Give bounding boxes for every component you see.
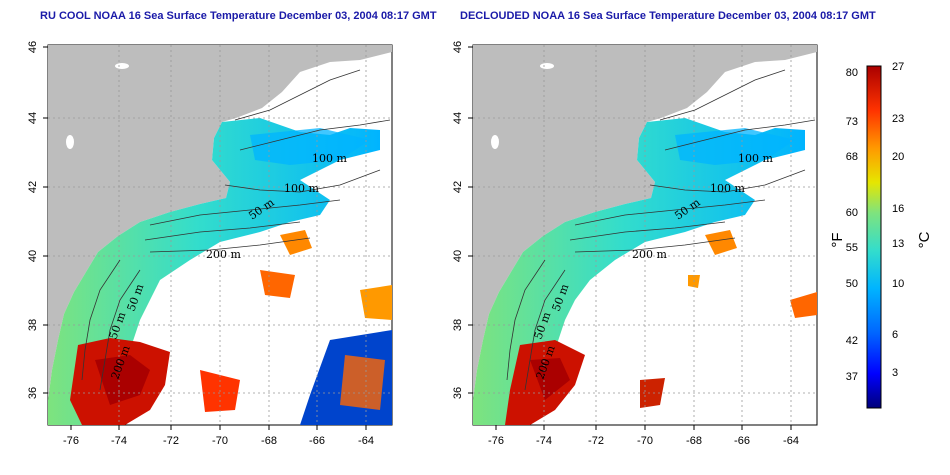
fahrenheit-tick-label: 73 xyxy=(846,116,858,128)
panel2-warm-patch xyxy=(705,230,737,255)
x-tick-label: -76 xyxy=(63,435,79,447)
x-tick-label: -74 xyxy=(111,435,127,447)
x-tick-label: -66 xyxy=(309,435,325,447)
panel2-map: 100 m 100 m 50 m 200 m 50 m 50 m 200 m -… xyxy=(452,41,818,447)
x-tick-label: -72 xyxy=(163,435,179,447)
panel2-warm-core xyxy=(530,358,570,400)
x-tick-label: -70 xyxy=(637,435,653,447)
colorbar-scale xyxy=(866,65,882,409)
y-tick-label: 40 xyxy=(27,250,39,262)
fahrenheit-tick-label: 68 xyxy=(846,151,858,163)
panel2-cool-water xyxy=(675,128,795,165)
celsius-tick-label: 23 xyxy=(892,113,904,125)
y-tick-label: 42 xyxy=(27,181,39,193)
y-tick-label: 36 xyxy=(452,387,464,399)
celsius-unit-label: °C xyxy=(916,231,933,248)
x-tick-label: -74 xyxy=(536,435,552,447)
x-tick-label: -68 xyxy=(686,435,702,447)
colorbar-ticks: 80 73 68 60 55 50 42 37 27 23 20 16 13 10 6 3 xyxy=(846,61,905,383)
panel2-axis-ticks: -76 -74 -72 -70 -68 -66 -64 46 44 42 40 38 36 xyxy=(452,41,799,447)
fahrenheit-tick-label: 37 xyxy=(846,371,858,383)
celsius-tick-label: 3 xyxy=(892,367,898,379)
y-tick-label: 36 xyxy=(27,387,39,399)
celsius-tick-label: 13 xyxy=(892,238,904,250)
fahrenheit-tick-label: 60 xyxy=(846,207,858,219)
panel2-shelf-water xyxy=(473,118,805,425)
x-tick-label: -72 xyxy=(588,435,604,447)
panel2-contour-label: 200 m xyxy=(632,248,667,261)
panel2-bathymetry xyxy=(506,69,816,391)
celsius-tick-label: 27 xyxy=(892,61,904,73)
panel2-title: DECLOUDED NOAA 16 Sea Surface Temperatur… xyxy=(460,10,876,22)
panel1-shelf-water xyxy=(48,118,380,425)
x-tick-label: -64 xyxy=(783,435,799,447)
panel1-lake xyxy=(115,63,129,69)
panel1-contour-label: 100 m xyxy=(312,152,347,165)
y-tick-label: 44 xyxy=(27,112,39,124)
panel1-warm-patch xyxy=(360,285,392,320)
celsius-tick-label: 20 xyxy=(892,151,904,163)
panel2-warm-patch xyxy=(790,292,817,318)
panel1-land xyxy=(48,45,392,400)
panel1-axis-ticks: -76 -74 -72 -70 -68 -66 -64 46 44 42 40 38 36 xyxy=(27,41,374,447)
panel1-lake xyxy=(66,135,74,149)
fahrenheit-tick-label: 50 xyxy=(846,278,858,290)
celsius-tick-label: 10 xyxy=(892,278,904,290)
y-tick-label: 44 xyxy=(452,112,464,124)
panel1-bathymetry xyxy=(81,69,391,391)
y-tick-label: 46 xyxy=(27,41,39,53)
panel2-contour-label: 100 m xyxy=(710,182,745,195)
panel1-warm-patch xyxy=(280,230,312,255)
panel1-warm-patch xyxy=(340,355,385,410)
panel2-warm-patch xyxy=(640,378,665,408)
panel2-contour-label: 100 m xyxy=(738,152,773,165)
x-tick-label: -68 xyxy=(261,435,277,447)
x-tick-label: -66 xyxy=(734,435,750,447)
panel2-grid xyxy=(473,45,817,425)
fahrenheit-tick-label: 55 xyxy=(846,242,858,254)
panel1-grid xyxy=(48,45,392,425)
y-tick-label: 46 xyxy=(452,41,464,53)
fahrenheit-unit-label: °F xyxy=(829,232,846,247)
y-tick-label: 42 xyxy=(452,181,464,193)
x-tick-label: -76 xyxy=(488,435,504,447)
x-tick-label: -70 xyxy=(212,435,228,447)
y-tick-label: 38 xyxy=(452,319,464,331)
panel1-contour-label: 100 m xyxy=(284,182,319,195)
fahrenheit-tick-label: 80 xyxy=(846,67,858,79)
colorbar: 80 73 68 60 55 50 42 37 27 23 20 16 13 10 6 3 °F °C xyxy=(829,61,933,409)
panel1-map: 100 m 100 m 50 m 200 m 50 m 50 m 200 m -… xyxy=(27,41,393,447)
y-tick-label: 38 xyxy=(27,319,39,331)
panel2-lake xyxy=(540,63,554,69)
panel1-cool-water xyxy=(250,128,370,165)
panel1-contour-label: 200 m xyxy=(206,248,241,261)
y-tick-label: 40 xyxy=(452,250,464,262)
fahrenheit-tick-label: 42 xyxy=(846,335,858,347)
x-tick-label: -64 xyxy=(358,435,374,447)
panel1-title: RU COOL NOAA 16 Sea Surface Temperature … xyxy=(40,10,437,22)
celsius-tick-label: 6 xyxy=(892,329,898,341)
celsius-tick-label: 16 xyxy=(892,203,904,215)
panel2-lake xyxy=(491,135,499,149)
panel2-land xyxy=(473,45,817,400)
panel1-warm-core xyxy=(95,355,150,405)
